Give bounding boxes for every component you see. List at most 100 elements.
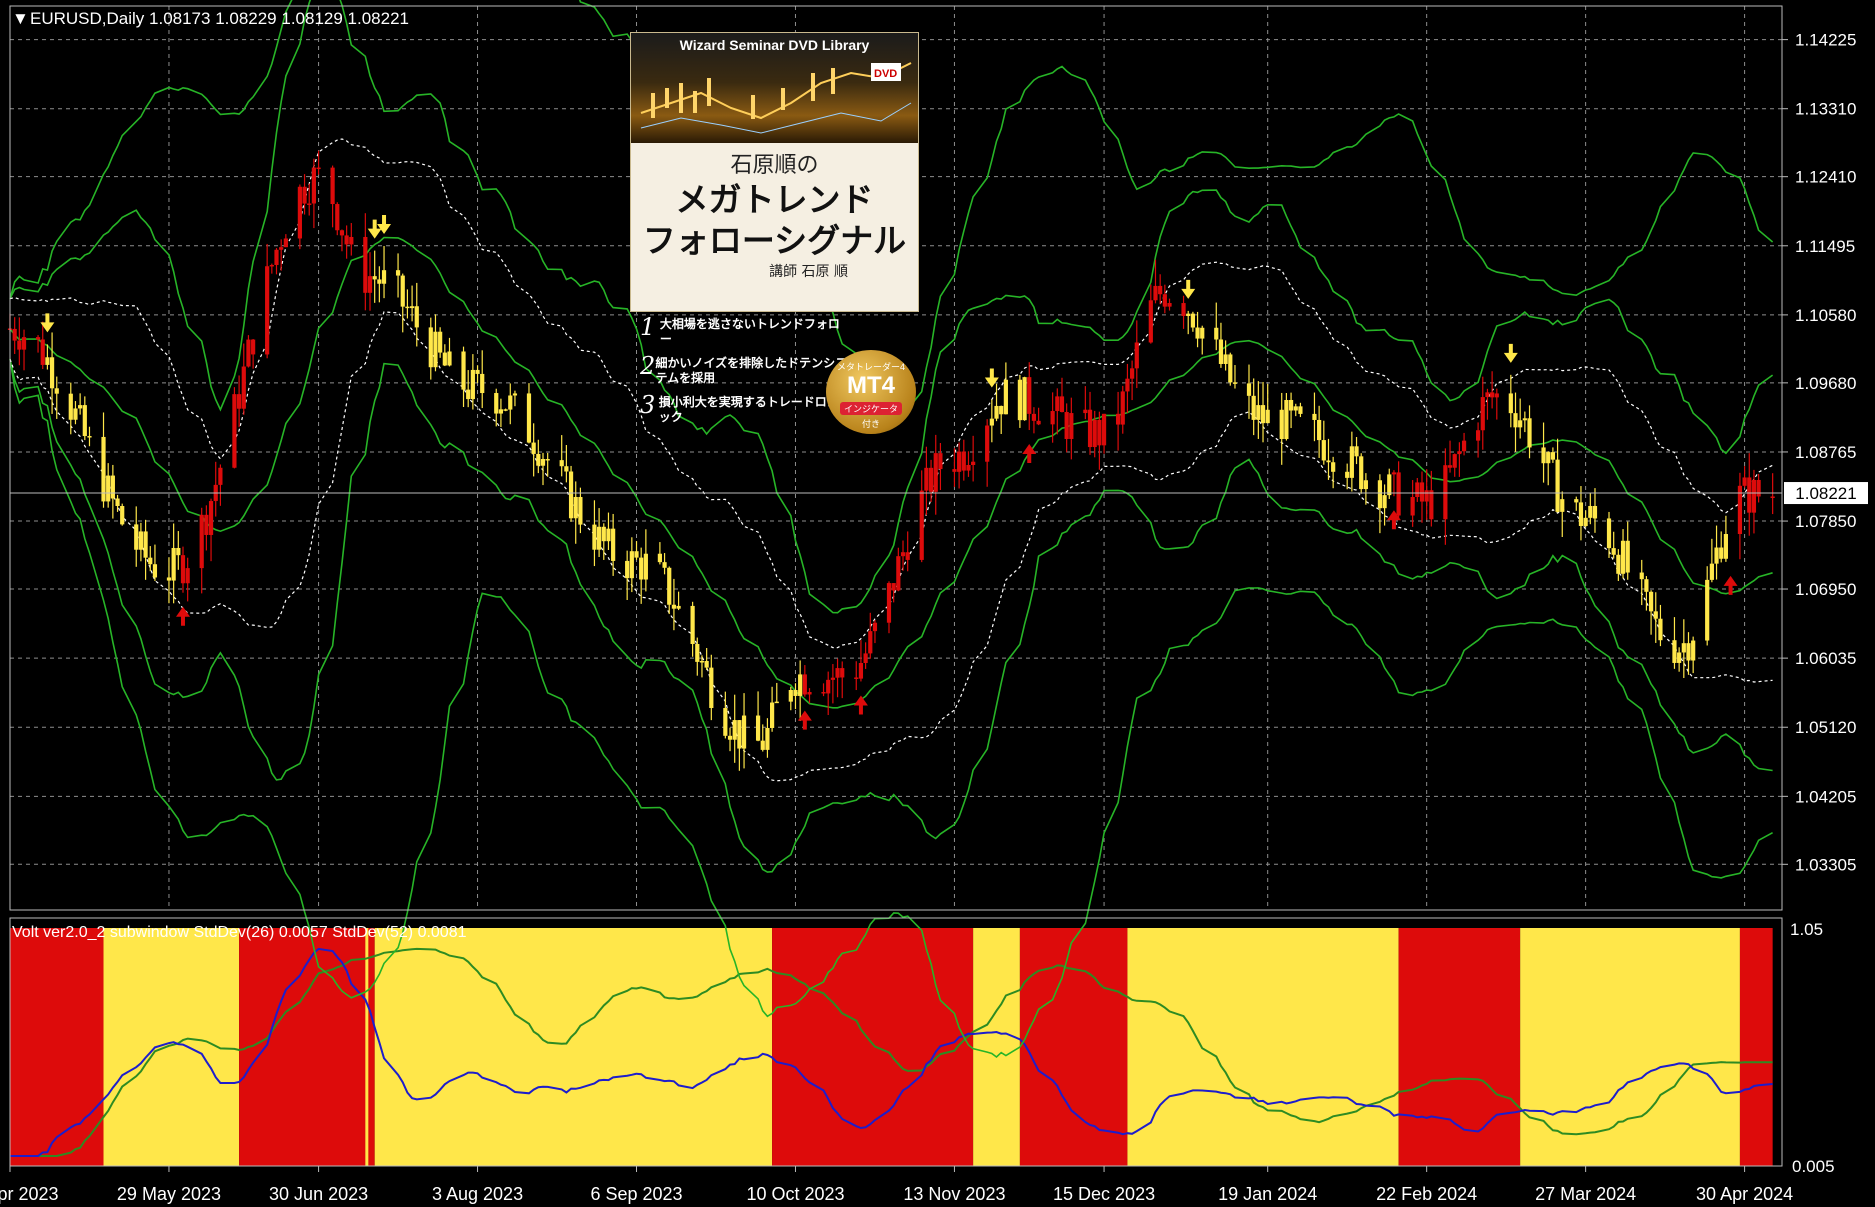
candle-body bbox=[699, 661, 705, 663]
candle-body bbox=[578, 496, 583, 525]
candle-body bbox=[302, 186, 307, 204]
candle-body bbox=[1260, 405, 1266, 424]
candle-body bbox=[896, 556, 901, 591]
candle-body bbox=[601, 526, 606, 542]
buy-arrow-icon bbox=[1723, 575, 1738, 595]
candle-body bbox=[101, 436, 106, 502]
candle-body bbox=[54, 388, 59, 394]
price-tick-label: 1.07850 bbox=[1795, 512, 1856, 531]
candle-body bbox=[1653, 611, 1658, 619]
volatility-subwindow[interactable] bbox=[10, 918, 1782, 1166]
candle-body bbox=[568, 471, 574, 519]
candle-body bbox=[690, 605, 695, 644]
candle-body bbox=[863, 653, 868, 664]
candle-body bbox=[447, 351, 452, 366]
candle-body bbox=[152, 564, 158, 578]
candle-body bbox=[559, 460, 564, 467]
candle-body bbox=[433, 331, 438, 368]
time-tick-label: 27 Mar 2024 bbox=[1535, 1184, 1636, 1204]
candle-body bbox=[241, 366, 246, 409]
candle-body bbox=[498, 409, 504, 414]
price-tick-label: 1.10580 bbox=[1795, 306, 1856, 325]
candle-body bbox=[1705, 579, 1710, 641]
candle-body bbox=[597, 526, 602, 550]
candle-body bbox=[1415, 482, 1420, 498]
candle-body bbox=[1321, 440, 1326, 461]
candle-body bbox=[1508, 393, 1513, 414]
candle-body bbox=[176, 547, 181, 556]
candle-body bbox=[1494, 393, 1499, 398]
time-tick-label: 6 Sep 2023 bbox=[590, 1184, 682, 1204]
price-tick-label: 1.05120 bbox=[1795, 718, 1856, 737]
regime-block bbox=[374, 928, 773, 1166]
price-tick-label: 1.04205 bbox=[1795, 787, 1856, 806]
candle-body bbox=[1648, 591, 1654, 612]
time-tick-label: 25 Apr 2023 bbox=[0, 1184, 59, 1204]
candle-body bbox=[316, 167, 321, 170]
candle-body bbox=[1723, 534, 1728, 559]
time-tick-label: 3 Aug 2023 bbox=[432, 1184, 523, 1204]
mt4-badge: メタトレーダー4 MT4 インジケータ 付き bbox=[826, 350, 916, 434]
candle-body bbox=[1443, 465, 1448, 520]
buy-arrow-icon bbox=[797, 710, 812, 730]
candle-body bbox=[1200, 327, 1205, 339]
current-price-marker bbox=[1784, 482, 1868, 505]
feature-number: 2 bbox=[640, 352, 656, 380]
cover-title-line2: フォローシグナル bbox=[642, 221, 907, 260]
candle-body bbox=[928, 467, 934, 492]
candle-body bbox=[1447, 465, 1453, 468]
candle-body bbox=[1162, 294, 1167, 307]
candle-body bbox=[1583, 517, 1588, 526]
chart-menu-triangle[interactable]: ▼ bbox=[12, 9, 29, 28]
candle-body bbox=[1256, 405, 1261, 420]
bollinger-mid-line bbox=[9, 236, 1773, 709]
candle-body bbox=[1391, 472, 1397, 475]
candle-body bbox=[1186, 313, 1191, 316]
candlestick-series bbox=[7, 150, 1775, 771]
candle-body bbox=[1452, 454, 1457, 468]
candle-body bbox=[765, 727, 770, 750]
candle-body bbox=[339, 230, 345, 236]
time-tick-label: 30 Jun 2023 bbox=[269, 1184, 368, 1204]
candle-body bbox=[1747, 477, 1752, 513]
candle-body bbox=[1485, 392, 1490, 398]
candle-body bbox=[774, 701, 779, 704]
candle-body bbox=[1284, 399, 1289, 440]
regime-block bbox=[772, 928, 974, 1166]
candle-body bbox=[840, 668, 845, 678]
feature-list: 1 大相場を逃さないトレンドフォロー 2 細かいノイズを排除したドテンシステムを… bbox=[640, 314, 850, 431]
candle-body bbox=[414, 306, 419, 328]
candle-body bbox=[676, 605, 681, 609]
candle-body bbox=[755, 715, 761, 741]
price-axis: 1.14225 1.13310 1.12410 1.11495 1.10580 1.096… bbox=[1782, 31, 1856, 874]
candle-body bbox=[611, 528, 616, 561]
candle-body bbox=[1120, 391, 1125, 425]
sub-axis-bottom: 0.005 bbox=[1792, 1157, 1835, 1176]
candle-body bbox=[1214, 327, 1219, 340]
time-tick-label: 30 Apr 2024 bbox=[1696, 1184, 1793, 1204]
product-advertisement[interactable]: Wizard Seminar DVD Library DVD 石原順の メガトレ… bbox=[630, 32, 919, 434]
candle-body bbox=[858, 663, 864, 679]
price-tick-label: 1.06035 bbox=[1795, 649, 1856, 668]
price-tick-label: 1.14225 bbox=[1795, 31, 1856, 50]
main-panel-frame bbox=[9, 5, 1783, 911]
candle-body bbox=[1681, 643, 1686, 653]
buy-arrow-icon bbox=[175, 606, 190, 626]
regime-block bbox=[1739, 928, 1773, 1166]
candle-body bbox=[526, 393, 532, 443]
candle-body bbox=[166, 577, 172, 581]
candle-body bbox=[428, 327, 433, 368]
candle-body bbox=[461, 351, 466, 390]
candle-body bbox=[667, 567, 672, 605]
candle-body bbox=[1083, 409, 1088, 414]
candle-body bbox=[438, 331, 443, 353]
candle-body bbox=[1031, 413, 1037, 421]
candle-body bbox=[1424, 490, 1429, 502]
candle-body bbox=[1644, 579, 1649, 592]
candle-body bbox=[1125, 378, 1130, 392]
candle-body bbox=[1490, 392, 1495, 398]
candle-body bbox=[1022, 377, 1027, 421]
candle-body bbox=[199, 514, 204, 569]
candle-body bbox=[788, 690, 793, 702]
